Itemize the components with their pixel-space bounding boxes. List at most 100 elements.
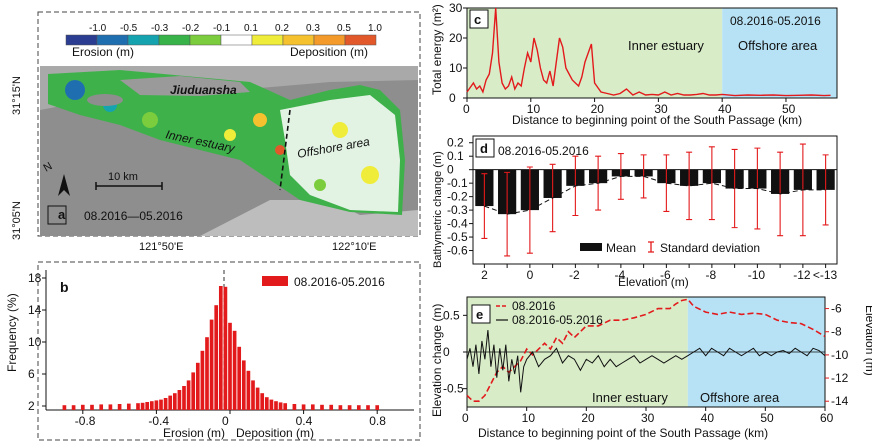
c-ylabel: Total energy (m²) — [430, 4, 444, 95]
erosion-label: Erosion (m) — [72, 45, 134, 59]
e-ylabel-left: Elevation change (m) — [430, 304, 444, 417]
d-legend-std-swatch — [648, 241, 654, 253]
scale-label: 10 km — [108, 171, 138, 183]
b-bar — [232, 330, 237, 410]
e-ytick-label-left: 0.5 — [443, 308, 460, 322]
legend-color-cell — [220, 34, 253, 46]
c-xtick-label: 30 — [654, 102, 668, 116]
b-ytick-label: 6 — [28, 367, 35, 381]
b-bar — [292, 404, 297, 410]
deposition-patch — [275, 145, 285, 155]
b-bar — [237, 346, 242, 410]
sand-flat-shape — [200, 200, 418, 236]
b-bar — [172, 393, 177, 410]
e-ticks: 0 10 20 30 40 50 60 0.5 0 -0.5 -6 -8 -10 -12 -14 — [443, 302, 849, 425]
b-bar — [209, 319, 214, 410]
b-bar — [264, 397, 269, 410]
c-xtick-label: 40 — [718, 102, 732, 116]
d-trend-line — [484, 175, 826, 215]
panel-d-bathymetric: 2 0 -2 -4 -6 -8 -10 -12 <-130.20.10-0.1-0.2-0.3-… — [432, 135, 838, 289]
b-bar — [99, 404, 104, 410]
b-bar — [269, 399, 274, 410]
e-ylabel-right: Elevation (m) — [863, 305, 872, 376]
panel-label-e: e — [476, 307, 483, 322]
b-xtick-label: -0.8 — [75, 414, 96, 428]
d-ytick-label: 0.2 — [447, 136, 464, 150]
legend-color-cell — [96, 34, 129, 46]
d-xlabel: Elevation (m) — [618, 275, 689, 289]
map-date: 08.2016—05.2016 — [84, 209, 183, 223]
e-series-change — [466, 329, 826, 393]
e-region-inner-label: Inner estuary — [592, 390, 668, 405]
erosion-patch — [314, 179, 326, 191]
e-ytick-label-right: -10 — [831, 348, 849, 362]
e-ytick-label-right: -12 — [831, 371, 849, 385]
c-ytick-label: 10 — [449, 61, 463, 75]
deposition-patch — [224, 129, 236, 141]
panel-e-elevation: 0 10 20 30 40 50 60 0.5 0 -0.5 -6 -8 -10 -12 -14 e 08.… — [430, 296, 872, 440]
b-bar — [366, 405, 370, 410]
legend-color-cell — [127, 34, 160, 46]
b-ticks: -0.8 -0.4 0 0.4 0.8 2 6 10 14 18 — [28, 271, 386, 428]
legend-tick-label: -0.3 — [151, 23, 169, 34]
deposition-label: Deposition (m) — [290, 45, 368, 59]
b-bar — [145, 402, 150, 410]
north-arrow-icon — [58, 174, 70, 196]
d-ticks: 2 0 -2 -4 -6 -8 -10 -12 <-130.20.10-0.1-0.2-0.3-… — [447, 136, 838, 282]
b-bar — [310, 404, 315, 410]
e-region-offshore-label: Offshore area — [700, 390, 780, 405]
c-xtick-label: 0 — [463, 102, 470, 116]
b-legend-label: 08.2016-05.2016 — [294, 275, 385, 289]
d-xtick-label: 2 — [481, 268, 488, 282]
b-bar — [205, 337, 209, 410]
e-ytick-label-right: -8 — [831, 325, 842, 339]
legend-tick-label: -0.2 — [182, 23, 200, 34]
c-region-inner — [467, 8, 723, 98]
d-xtick-label: -10 — [748, 268, 766, 282]
b-xlabel-deposition: Deposition (m) — [236, 426, 314, 440]
b-bar — [260, 393, 265, 410]
b-bar — [301, 404, 306, 410]
d-ytick-label: -0.2 — [447, 190, 468, 204]
b-xtick-label: -0.4 — [148, 414, 169, 428]
lat-label-1: 31°15'N — [11, 76, 23, 115]
b-ytick-label: 18 — [28, 271, 42, 285]
e-xtick-label: 20 — [581, 411, 595, 425]
legend-tick-label: 1.0 — [368, 23, 382, 34]
d-ytick-label: -0.3 — [447, 203, 468, 217]
d-error-bar — [822, 154, 829, 226]
c-region-offshore — [722, 8, 837, 98]
b-bar — [214, 305, 219, 410]
legend-tick-label: -1.0 — [89, 23, 107, 34]
b-bar — [149, 401, 154, 410]
d-xtick-label: -6 — [660, 268, 671, 282]
lat-label-2: 31°05'N — [11, 201, 23, 240]
b-legend-swatch — [262, 276, 288, 286]
e-xtick-label: 10 — [522, 411, 536, 425]
b-bar — [274, 401, 278, 410]
e-xtick-label: 40 — [701, 411, 715, 425]
deposition-patch — [332, 122, 348, 138]
b-bar — [182, 386, 186, 410]
c-ytick-label: 0 — [449, 91, 456, 105]
deposition-patch — [361, 166, 379, 184]
b-bar — [347, 405, 352, 410]
d-xtick-label: -2 — [569, 268, 580, 282]
b-bar — [251, 380, 255, 410]
erosion-patch — [142, 112, 158, 128]
b-bar — [283, 403, 288, 410]
b-bar — [329, 404, 334, 410]
c-ytick-label: 30 — [449, 1, 463, 15]
b-bar — [255, 387, 260, 410]
b-bar — [136, 403, 140, 410]
c-ticks: 0 10 20 30 40 50 0 10 20 30 — [449, 1, 796, 116]
d-ytick-label: 0 — [447, 163, 454, 177]
b-bar — [62, 405, 67, 410]
island-hole — [87, 94, 123, 106]
panel-label-d-box — [475, 138, 495, 158]
b-bar — [375, 405, 380, 410]
b-bar — [163, 398, 168, 410]
b-bar — [126, 403, 131, 410]
c-xtick-label: 50 — [782, 102, 796, 116]
b-bar — [117, 404, 122, 410]
